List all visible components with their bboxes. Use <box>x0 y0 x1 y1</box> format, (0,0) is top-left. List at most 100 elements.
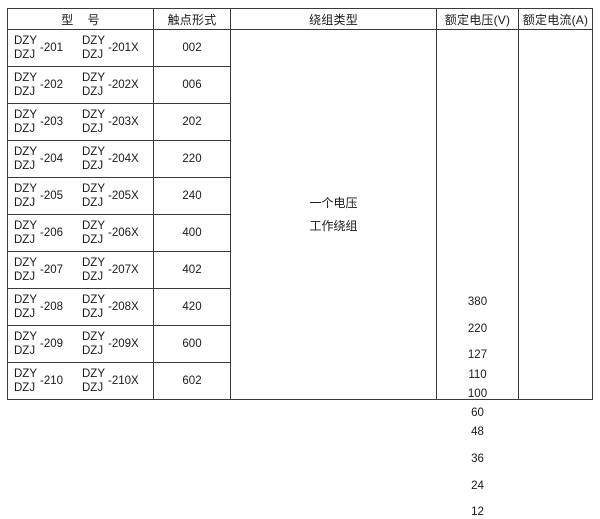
contact-form-value: 602 <box>182 375 202 387</box>
model-prefix-stack: DZY DZJ <box>82 108 105 136</box>
cell-contact-form: 240 <box>153 177 231 215</box>
model-suffix: -201X <box>108 42 139 54</box>
model-suffix: -210X <box>108 375 139 387</box>
model-prefix-top: DZY <box>14 146 37 158</box>
cell-model: DZY DZJ -209 DZY DZJ -209X <box>7 325 154 363</box>
model-prefix-bottom: DZJ <box>14 382 36 394</box>
model-prefix-stack: DZY DZJ <box>14 367 37 395</box>
rated-voltage-value: 110 <box>468 368 487 381</box>
table-row: DZY DZJ -209 DZY DZJ -209X 600 <box>7 325 593 363</box>
model-prefix-top: DZY <box>14 35 37 47</box>
winding-type-text: 一个电压 工作绕组 <box>231 192 436 238</box>
model-prefix-bottom: DZJ <box>82 345 104 357</box>
rated-voltage-value: 12 <box>471 505 484 518</box>
model-group-b: DZY DZJ -201X <box>82 34 150 62</box>
model-suffix: -204 <box>40 153 64 165</box>
model-prefix-top: DZY <box>82 72 105 84</box>
contact-form-value: 400 <box>182 227 202 239</box>
model-prefix-bottom: DZJ <box>14 308 36 320</box>
model-suffix: -201 <box>40 42 64 54</box>
model-group-b: DZY DZJ -206X <box>82 219 150 247</box>
column-header-model: 型号 <box>7 8 154 30</box>
model-prefix-top: DZY <box>14 368 37 380</box>
model-prefix-top: DZY <box>14 109 37 121</box>
model-prefix-stack: DZY DZJ <box>14 182 37 210</box>
model-group-a: DZY DZJ -201 <box>14 34 82 62</box>
cell-contact-form: 002 <box>153 29 231 67</box>
model-prefix-top: DZY <box>14 220 37 232</box>
model-prefix-top: DZY <box>82 109 105 121</box>
column-header-model-left: 型 <box>61 12 74 27</box>
model-cell-inner: DZY DZJ -208 DZY DZJ -208X <box>8 289 153 325</box>
model-group-b: DZY DZJ -207X <box>82 256 150 284</box>
model-group-a: DZY DZJ -207 <box>14 256 82 284</box>
model-suffix: -203X <box>108 116 139 128</box>
model-prefix-bottom: DZJ <box>82 271 104 283</box>
specification-table-container: 型号 触点形式 绕组类型 额定电压(V) 额定电流(A) DZY DZJ -201 D… <box>7 8 593 518</box>
cell-contact-form: 602 <box>153 362 231 400</box>
model-prefix-bottom: DZJ <box>14 160 36 172</box>
model-prefix-top: DZY <box>14 294 37 306</box>
column-header-winding-type: 绕组类型 <box>230 8 437 30</box>
model-prefix-bottom: DZJ <box>82 49 104 61</box>
cell-model: DZY DZJ -206 DZY DZJ -206X <box>7 214 154 252</box>
rated-voltage-value: 127 <box>467 348 488 361</box>
model-prefix-stack: DZY DZJ <box>82 367 105 395</box>
model-prefix-stack: DZY DZJ <box>82 256 105 284</box>
model-suffix: -206X <box>108 227 139 239</box>
model-prefix-top: DZY <box>82 146 105 158</box>
model-group-b: DZY DZJ -208X <box>82 293 150 321</box>
model-prefix-top: DZY <box>82 368 105 380</box>
contact-form-value: 600 <box>182 338 202 350</box>
model-cell-inner: DZY DZJ -207 DZY DZJ -207X <box>8 252 153 288</box>
model-cell-inner: DZY DZJ -204 DZY DZJ -204X <box>8 141 153 177</box>
cell-model: DZY DZJ -205 DZY DZJ -205X <box>7 177 154 215</box>
model-prefix-top: DZY <box>14 331 37 343</box>
model-prefix-stack: DZY DZJ <box>14 256 37 284</box>
table-row: DZY DZJ -210 DZY DZJ -210X 602 <box>7 362 593 400</box>
contact-form-value: 202 <box>182 116 202 128</box>
model-prefix-bottom: DZJ <box>82 123 104 135</box>
model-prefix-bottom: DZJ <box>82 234 104 246</box>
model-cell-inner: DZY DZJ -209 DZY DZJ -209X <box>8 326 153 362</box>
model-suffix: -208X <box>108 301 139 313</box>
model-group-a: DZY DZJ -208 <box>14 293 82 321</box>
rated-voltage-value: 100 <box>467 387 488 400</box>
cell-model: DZY DZJ -204 DZY DZJ -204X <box>7 140 154 178</box>
model-prefix-top: DZY <box>82 220 105 232</box>
model-group-a: DZY DZJ -206 <box>14 219 82 247</box>
model-suffix: -206 <box>40 227 64 239</box>
model-prefix-bottom: DZJ <box>14 49 36 61</box>
model-prefix-stack: DZY DZJ <box>14 145 37 173</box>
cell-contact-form: 400 <box>153 214 231 252</box>
model-group-b: DZY DZJ -210X <box>82 367 150 395</box>
table-row: DZY DZJ -208 DZY DZJ -208X 420 <box>7 288 593 326</box>
model-prefix-top: DZY <box>82 294 105 306</box>
model-prefix-stack: DZY DZJ <box>82 71 105 99</box>
model-prefix-stack: DZY DZJ <box>82 330 105 358</box>
model-prefix-stack: DZY DZJ <box>14 34 37 62</box>
rated-voltage-value: 380 <box>467 295 488 308</box>
cell-model: DZY DZJ -202 DZY DZJ -202X <box>7 66 154 104</box>
model-group-b: DZY DZJ -203X <box>82 108 150 136</box>
model-suffix: -202X <box>108 79 139 91</box>
model-suffix: -208 <box>40 301 64 313</box>
model-group-b: DZY DZJ -205X <box>82 182 150 210</box>
model-prefix-stack: DZY DZJ <box>82 182 105 210</box>
rated-voltage-value: 36 <box>471 452 484 465</box>
table-row: DZY DZJ -205 DZY DZJ -205X 240 <box>7 177 593 215</box>
model-group-a: DZY DZJ -203 <box>14 108 82 136</box>
model-prefix-bottom: DZJ <box>82 160 104 172</box>
model-prefix-stack: DZY DZJ <box>82 34 105 62</box>
model-suffix: -204X <box>108 153 139 165</box>
cell-model: DZY DZJ -210 DZY DZJ -210X <box>7 362 154 400</box>
model-prefix-stack: DZY DZJ <box>82 219 105 247</box>
model-prefix-stack: DZY DZJ <box>14 293 37 321</box>
cell-contact-form: 202 <box>153 103 231 141</box>
model-prefix-top: DZY <box>82 35 105 47</box>
table-row: DZY DZJ -206 DZY DZJ -206X 400 <box>7 214 593 252</box>
model-cell-inner: DZY DZJ -202 DZY DZJ -202X <box>8 67 153 103</box>
model-suffix: -205 <box>40 190 64 202</box>
model-prefix-stack: DZY DZJ <box>14 219 37 247</box>
model-prefix-top: DZY <box>82 331 105 343</box>
